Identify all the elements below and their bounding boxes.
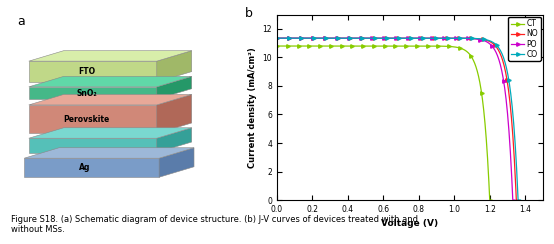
Text: a: a	[17, 15, 25, 29]
CO	[511, 135, 518, 138]
NO	[472, 37, 479, 40]
PO	[469, 37, 475, 40]
CO	[274, 37, 280, 40]
Polygon shape	[29, 128, 192, 138]
NO	[515, 199, 522, 202]
Polygon shape	[29, 61, 157, 82]
PO	[416, 37, 422, 40]
Line: PO: PO	[275, 36, 517, 202]
CT	[402, 45, 408, 48]
Polygon shape	[29, 105, 157, 133]
Polygon shape	[29, 138, 157, 152]
CO	[517, 199, 524, 202]
X-axis label: Voltage (V): Voltage (V)	[381, 220, 439, 228]
CO	[391, 37, 397, 40]
CT	[376, 45, 382, 48]
PO	[274, 37, 280, 40]
PO	[388, 37, 395, 40]
Polygon shape	[29, 94, 192, 105]
Polygon shape	[29, 51, 192, 61]
NO	[390, 37, 397, 40]
PO	[403, 37, 409, 40]
CO	[419, 37, 425, 40]
Text: Figure S18. (a) Schematic diagram of device structure. (b) J-V curves of devices: Figure S18. (a) Schematic diagram of dev…	[11, 215, 418, 234]
PO	[387, 37, 393, 40]
CT	[377, 45, 384, 48]
Polygon shape	[29, 87, 157, 99]
Polygon shape	[29, 76, 192, 87]
Text: SnO₂: SnO₂	[76, 89, 97, 98]
CO	[473, 37, 480, 40]
Polygon shape	[24, 158, 159, 177]
Text: Perovskite: Perovskite	[63, 115, 110, 124]
Text: b: b	[245, 7, 253, 20]
CO	[515, 199, 522, 202]
PO	[510, 199, 516, 202]
PO	[506, 136, 513, 139]
CT	[484, 143, 490, 146]
CT	[274, 45, 280, 48]
NO	[514, 199, 520, 202]
Legend: CT, NO, PO, CO: CT, NO, PO, CO	[509, 17, 541, 61]
CT	[489, 199, 495, 202]
Y-axis label: Current density (mA/cm²): Current density (mA/cm²)	[248, 47, 257, 168]
Line: CT: CT	[275, 44, 494, 202]
NO	[404, 37, 411, 40]
Polygon shape	[24, 148, 194, 158]
Text: Ag: Ag	[79, 163, 90, 172]
Line: CO: CO	[275, 36, 522, 202]
CT	[450, 45, 456, 48]
NO	[418, 37, 424, 40]
CT	[487, 199, 494, 202]
Polygon shape	[157, 94, 192, 133]
Polygon shape	[157, 51, 192, 82]
Polygon shape	[157, 128, 192, 152]
Polygon shape	[159, 148, 194, 177]
PO	[512, 199, 519, 202]
NO	[274, 37, 280, 40]
CT	[390, 45, 397, 48]
CO	[389, 37, 396, 40]
Line: NO: NO	[275, 36, 520, 202]
NO	[510, 135, 516, 138]
NO	[388, 37, 395, 40]
Text: FTO: FTO	[78, 67, 95, 76]
CO	[406, 37, 412, 40]
Polygon shape	[157, 76, 192, 99]
